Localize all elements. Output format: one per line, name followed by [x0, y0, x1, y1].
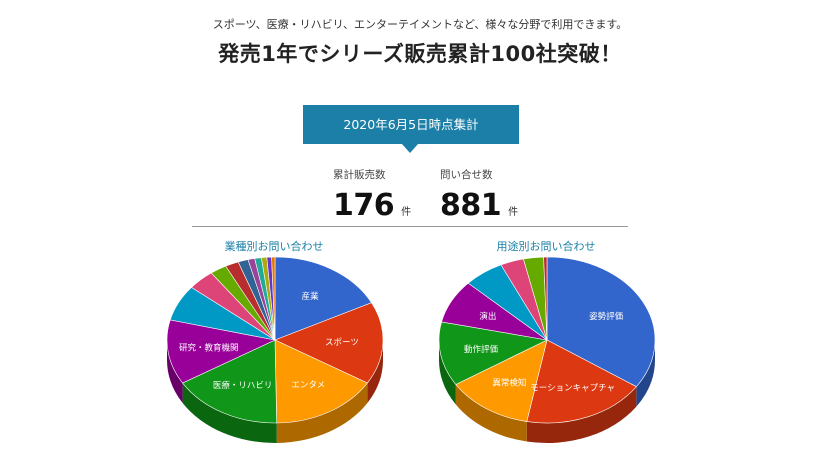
- pie0-slice-2: [274, 339, 368, 424]
- sales-value: 176: [333, 188, 395, 223]
- pie0-slice-14: [271, 256, 276, 341]
- sales-label: 累計販売数: [333, 169, 386, 181]
- pie1-label-0: 姿勢評価: [589, 311, 624, 322]
- pie1-slice-3: [438, 321, 548, 385]
- page-subtitle: スポーツ、医療・リハビリ、エンターテイメントなど、様々な分野で利用できます。: [212, 18, 628, 31]
- pie0-label-0: 産業: [302, 291, 320, 302]
- pie0-label-2: エンタメ: [291, 381, 325, 391]
- pie1-slice-8: [543, 256, 548, 341]
- inquiries-label: 問い合せ数: [440, 169, 493, 181]
- pie0-label-1: スポーツ: [325, 338, 359, 348]
- pie0-slice-side-2: [276, 383, 368, 443]
- pie1-slice-side-1: [526, 386, 637, 443]
- inquiries-stat: 問い合せ数 881 件: [440, 167, 518, 223]
- pie0-slice-1: [274, 302, 384, 384]
- stats-divider: [192, 226, 628, 227]
- industry-chart-title: 業種別お問い合わせ: [224, 240, 324, 253]
- pie0-slice-3: [182, 339, 278, 424]
- pie1-label-3: 動作評価: [464, 344, 499, 355]
- sales-stat: 累計販売数 176 件: [333, 167, 411, 223]
- pie0-slice-0: [274, 256, 372, 341]
- pie1-label-1: モーションキャプチャ: [530, 384, 615, 394]
- page-headline: 発売1年でシリーズ販売累計100社突破！: [218, 42, 622, 66]
- pie0-slice-side-3: [182, 383, 277, 443]
- date-banner: 2020年6月5日時点集計: [303, 105, 519, 144]
- inquiries-value: 881: [440, 188, 502, 223]
- pie0-slice-4: [166, 319, 276, 384]
- inquiries-unit: 件: [508, 207, 519, 218]
- pie0-label-3: 医療・リハビリ: [213, 380, 273, 391]
- pie0-label-4: 研究・教育機関: [179, 343, 239, 354]
- pie1-slice-2: [455, 339, 548, 422]
- pie1-slice-1: [526, 339, 637, 424]
- pie1-slice-side-2: [455, 384, 527, 442]
- sales-unit: 件: [401, 207, 412, 218]
- banner-arrow-icon: [402, 144, 418, 153]
- pie1-slice-side-0: [636, 340, 655, 407]
- pie1-label-2: 異常検知: [492, 378, 526, 389]
- pie1-label-4: 演出: [479, 311, 496, 322]
- pie1-slice-0: [546, 256, 656, 388]
- usage-chart-title: 用途別お問い合わせ: [496, 240, 596, 253]
